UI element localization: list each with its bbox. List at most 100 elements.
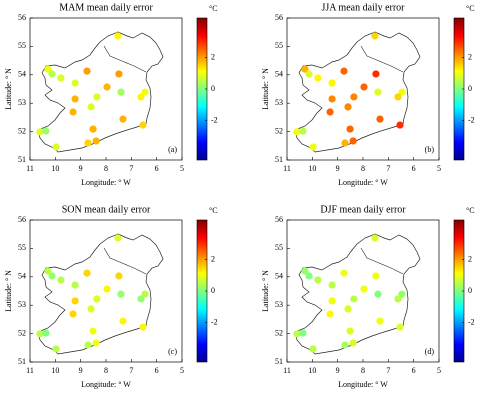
- station-point: [305, 70, 313, 78]
- x-axis-label: Longitude: ° W: [338, 380, 388, 389]
- y-tick-label: 53: [275, 300, 283, 309]
- y-tick-label: 56: [275, 13, 283, 22]
- x-tick-label: 5: [437, 164, 441, 173]
- station-point: [328, 79, 336, 87]
- x-tick-label: 5: [180, 366, 184, 375]
- station-point: [139, 121, 147, 129]
- station-point: [141, 88, 149, 96]
- x-tick-label: 8: [104, 164, 108, 173]
- station-point: [328, 297, 336, 305]
- x-tick-label: 9: [79, 366, 83, 375]
- station-point: [71, 297, 79, 305]
- station-point: [305, 272, 313, 280]
- station-point: [92, 339, 100, 347]
- y-tick-label: 54: [18, 70, 26, 79]
- station-point: [117, 88, 125, 96]
- station-point: [57, 276, 65, 284]
- station-point: [103, 83, 111, 91]
- x-tick-label: 10: [308, 164, 316, 173]
- y-tick-label: 55: [18, 41, 26, 50]
- station-point: [36, 128, 44, 136]
- station-point: [350, 295, 358, 303]
- station-point: [141, 290, 149, 298]
- station-point: [314, 74, 322, 82]
- station-point: [87, 103, 95, 111]
- station-point: [328, 281, 336, 289]
- station-point: [48, 272, 56, 280]
- y-tick-label: 53: [18, 98, 26, 107]
- station-point: [103, 285, 111, 293]
- station-point: [326, 310, 334, 318]
- y-tick-label: 53: [275, 98, 283, 107]
- y-tick-label: 56: [18, 215, 26, 224]
- x-tick-label: 7: [386, 164, 390, 173]
- station-point: [139, 323, 147, 331]
- colorbar-tick-label: 2: [468, 52, 472, 61]
- colorbar-tick-label: 0: [468, 84, 472, 93]
- y-tick-label: 52: [18, 328, 26, 337]
- station-point: [114, 32, 122, 40]
- station-point: [299, 127, 307, 135]
- y-tick-label: 55: [275, 41, 283, 50]
- panel: JJA mean daily error 11 10 9 8 7 6 5 51 52 53 54 55 5…: [261, 2, 475, 187]
- y-tick-label: 51: [18, 155, 26, 164]
- y-tick-label: 54: [275, 272, 283, 281]
- station-point: [301, 267, 309, 275]
- station-point: [374, 290, 382, 298]
- y-axis-label: Latitude: ° N: [4, 68, 13, 110]
- x-tick-label: 9: [336, 366, 340, 375]
- panel: DJF mean daily error 11 10 9 8 7 6 5 51 52 53 54 55 5…: [261, 204, 475, 389]
- station-point: [87, 305, 95, 313]
- station-point: [114, 234, 122, 242]
- station-point: [83, 269, 91, 277]
- station-point: [36, 330, 44, 338]
- colorbar-tick-label: 2: [468, 254, 472, 263]
- colorbar-label: °C: [466, 4, 475, 13]
- station-point: [350, 93, 358, 101]
- station-point: [89, 125, 97, 133]
- y-tick-label: 51: [275, 155, 283, 164]
- station-point: [326, 108, 334, 116]
- colorbar-tick-label: 2: [211, 52, 215, 61]
- station-point: [340, 269, 348, 277]
- x-tick-label: 10: [51, 366, 59, 375]
- y-tick-label: 53: [18, 300, 26, 309]
- station-point: [137, 295, 145, 303]
- station-point: [71, 95, 79, 103]
- station-point: [293, 330, 301, 338]
- colorbar-tick-label: -2: [211, 115, 218, 124]
- x-tick-label: 6: [412, 366, 416, 375]
- colorbar-label: °C: [209, 4, 218, 13]
- x-tick-label: 8: [361, 164, 365, 173]
- y-tick-label: 56: [18, 13, 26, 22]
- x-axis-label: Longitude: ° W: [338, 178, 388, 187]
- station-point: [44, 65, 52, 73]
- x-tick-label: 5: [180, 164, 184, 173]
- station-point: [346, 125, 354, 133]
- station-point: [115, 70, 123, 78]
- panel-annotation: (b): [425, 145, 435, 154]
- station-point: [344, 305, 352, 313]
- station-point: [374, 88, 382, 96]
- y-tick-label: 54: [18, 272, 26, 281]
- colorbar-tick-label: -2: [211, 317, 218, 326]
- station-point: [341, 139, 349, 147]
- station-point: [299, 329, 307, 337]
- colorbar-label: °C: [209, 206, 218, 215]
- station-point: [349, 137, 357, 145]
- station-point: [89, 327, 97, 335]
- x-tick-label: 10: [51, 164, 59, 173]
- station-point: [57, 74, 65, 82]
- station-point: [314, 276, 322, 284]
- station-point: [394, 93, 402, 101]
- station-point: [42, 329, 50, 337]
- x-tick-label: 8: [104, 366, 108, 375]
- colorbar-tick-label: -2: [468, 317, 475, 326]
- colorbar-tick-label: 0: [211, 84, 215, 93]
- station-point: [371, 234, 379, 242]
- station-point: [309, 345, 317, 353]
- y-axis-label: Latitude: ° N: [261, 68, 270, 110]
- x-tick-label: 6: [155, 366, 159, 375]
- station-point: [344, 103, 352, 111]
- x-tick-label: 5: [437, 366, 441, 375]
